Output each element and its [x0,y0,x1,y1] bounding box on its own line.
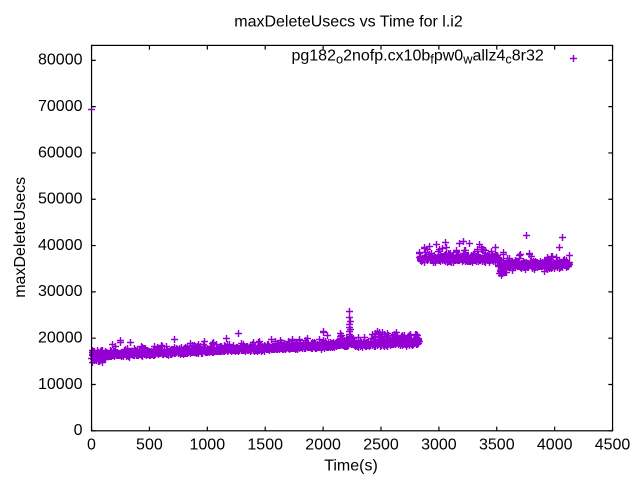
svg-text:0: 0 [87,436,96,453]
svg-text:4000: 4000 [537,436,573,453]
svg-text:2500: 2500 [363,436,399,453]
svg-text:maxDeleteUsecs vs Time for l.i: maxDeleteUsecs vs Time for l.i2 [234,14,463,31]
svg-text:40000: 40000 [38,237,83,254]
svg-text:1500: 1500 [247,436,283,453]
svg-text:pg182o2nofp.cx10bfpw0wallz4c8r: pg182o2nofp.cx10bfpw0wallz4c8r32 [291,47,543,66]
svg-text:20000: 20000 [38,330,83,347]
svg-text:80000: 80000 [38,52,83,69]
svg-text:50000: 50000 [38,191,83,208]
svg-text:2000: 2000 [305,436,341,453]
svg-text:0: 0 [74,422,83,439]
svg-text:1000: 1000 [190,436,226,453]
svg-text:4500: 4500 [595,436,631,453]
svg-text:70000: 70000 [38,98,83,115]
svg-text:Time(s): Time(s) [324,458,378,475]
svg-text:500: 500 [136,436,163,453]
svg-text:10000: 10000 [38,376,83,393]
svg-text:30000: 30000 [38,283,83,300]
svg-text:maxDeleteUsecs: maxDeleteUsecs [12,177,29,298]
svg-text:3500: 3500 [479,436,515,453]
svg-text:60000: 60000 [38,144,83,161]
svg-text:3000: 3000 [421,436,457,453]
